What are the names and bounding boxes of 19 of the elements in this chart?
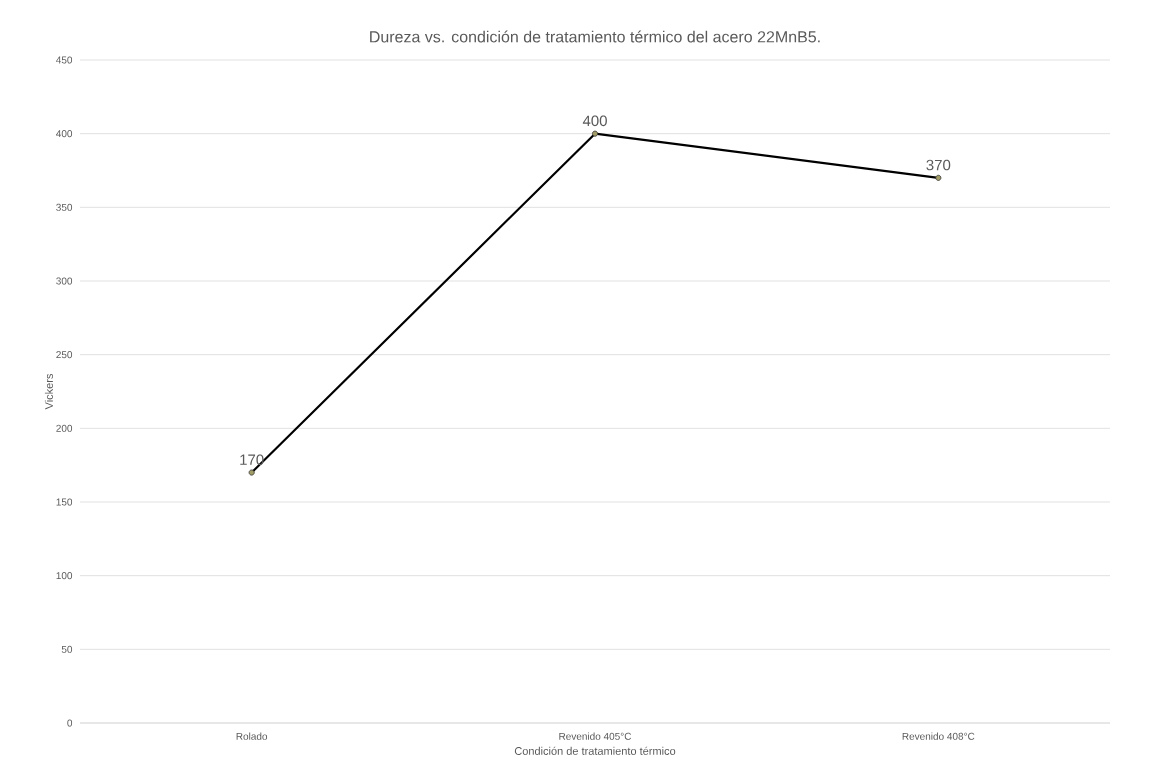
data-label: 170: [240, 454, 264, 466]
y-tick-label: 100: [56, 572, 73, 580]
y-axis-title: Vickers: [44, 373, 53, 410]
x-tick-label: Revenido 408°C: [902, 732, 975, 740]
y-tick-label: 50: [61, 645, 73, 653]
y-tick-label: 150: [56, 498, 73, 506]
x-axis-title: Condición de tratamiento térmico: [514, 746, 676, 755]
data-label: 370: [926, 159, 951, 171]
y-tick-label: 350: [56, 203, 73, 211]
y-tick-label: 0: [67, 719, 73, 727]
y-tick-label: 300: [56, 277, 73, 285]
chart-title: Dureza vs. condición de tratamiento térmico del acero 22MnB5.: [370, 30, 820, 43]
y-tick-label: 400: [56, 130, 73, 138]
y-tick-label: 200: [56, 424, 73, 432]
y-tick-label: 250: [56, 351, 73, 359]
x-tick-label: Revenido 405°C: [559, 732, 632, 740]
data-label: 400: [582, 115, 607, 127]
x-tick-label: Rolado: [236, 732, 268, 740]
y-tick-label: 450: [56, 56, 73, 64]
